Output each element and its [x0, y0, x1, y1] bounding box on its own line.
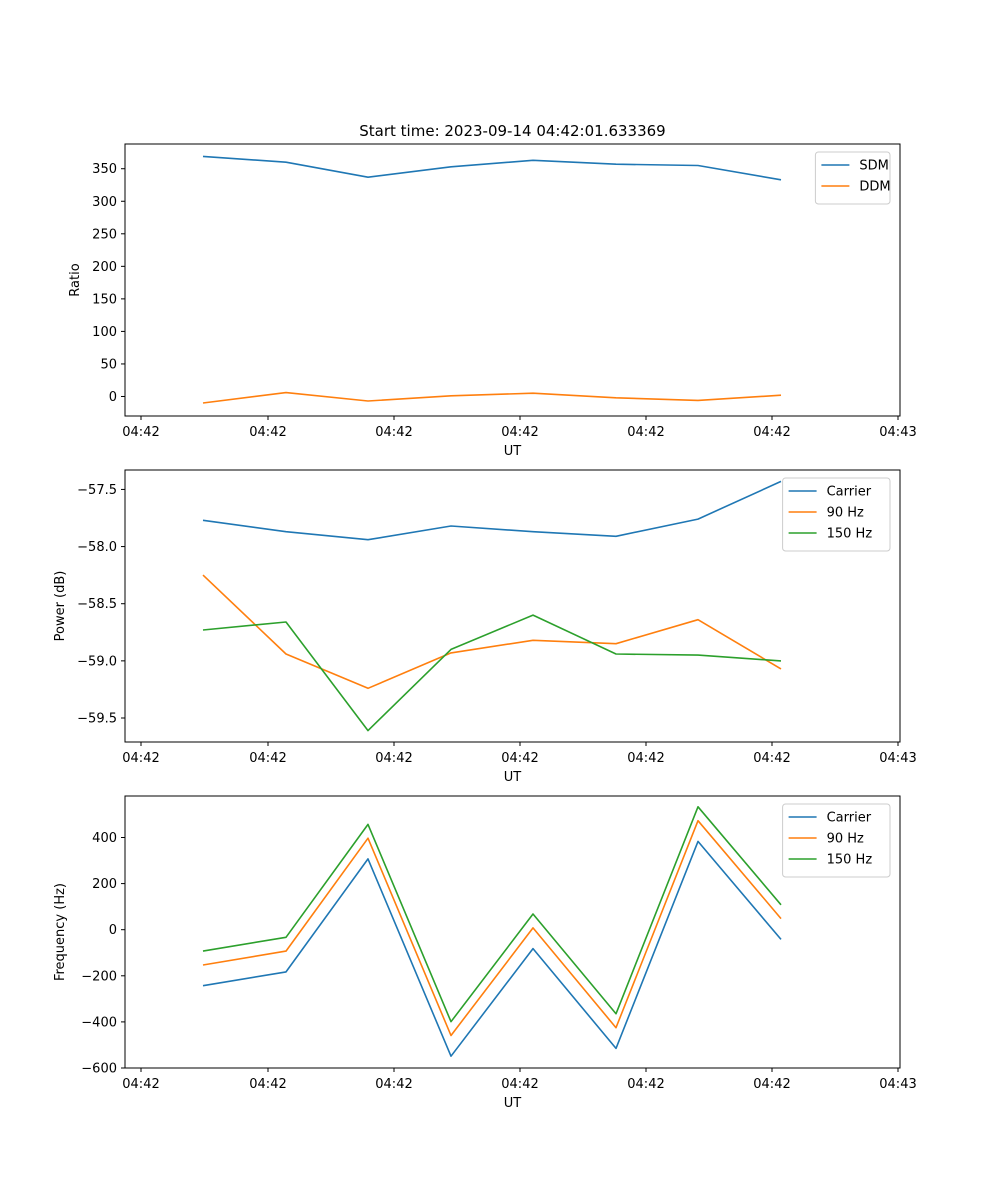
- x-tick-label: 04:42: [501, 425, 538, 440]
- legend-label: 90 Hz: [827, 832, 864, 847]
- y-tick-label: 150: [92, 292, 117, 307]
- x-axis-label: UT: [504, 444, 522, 459]
- x-tick-label: 04:42: [249, 751, 286, 766]
- series-line-carrier: [202, 480, 782, 541]
- series-line-90-hz: [202, 819, 782, 1037]
- y-tick-label: −200: [81, 969, 117, 984]
- y-tick-label: 0: [109, 923, 117, 938]
- y-tick-label: −600: [81, 1062, 117, 1077]
- y-tick-label: 350: [92, 162, 117, 177]
- x-tick-label: 04:43: [879, 751, 916, 766]
- axes-frame: [124, 795, 901, 1069]
- y-axis-label: Ratio: [68, 263, 83, 296]
- y-tick-label: 50: [100, 357, 117, 372]
- y-tick-label: 250: [92, 227, 117, 242]
- x-tick-label: 04:42: [501, 1077, 538, 1092]
- y-tick-label: −400: [81, 1015, 117, 1030]
- x-tick-label: 04:42: [122, 751, 159, 766]
- legend-label: SDM: [859, 159, 888, 174]
- x-tick-label: 04:42: [122, 425, 159, 440]
- series-line-90-hz: [202, 574, 782, 690]
- legend-label: Carrier: [827, 485, 872, 500]
- y-tick-label: 100: [92, 325, 117, 340]
- legend-label: DDM: [859, 180, 890, 195]
- x-tick-label: 04:42: [122, 1077, 159, 1092]
- y-tick-label: −59.5: [77, 712, 117, 727]
- x-tick-label: 04:42: [375, 425, 412, 440]
- y-tick-label: −59.0: [77, 654, 117, 669]
- legend-label: 150 Hz: [827, 853, 873, 868]
- x-axis-label: UT: [504, 770, 522, 785]
- x-tick-label: 04:42: [249, 1077, 286, 1092]
- y-tick-label: 0: [109, 390, 117, 405]
- y-tick-label: 200: [92, 877, 117, 892]
- series-line-150-hz: [202, 805, 782, 1023]
- x-tick-label: 04:42: [375, 1077, 412, 1092]
- x-tick-label: 04:42: [753, 1077, 790, 1092]
- legend-label: 90 Hz: [827, 506, 864, 521]
- legend-label: Carrier: [827, 811, 872, 826]
- axes-frame: [124, 143, 901, 417]
- x-tick-label: 04:42: [501, 751, 538, 766]
- series-line-sdm: [202, 155, 782, 181]
- x-tick-label: 04:42: [375, 751, 412, 766]
- y-tick-label: −58.0: [77, 540, 117, 555]
- x-tick-label: 04:42: [627, 751, 664, 766]
- legend: SDM DDM: [814, 151, 891, 205]
- legend: Carrier 90 Hz 150 Hz: [782, 477, 891, 552]
- y-tick-label: −57.5: [77, 483, 117, 498]
- y-axis-label: Frequency (Hz): [53, 883, 68, 981]
- x-tick-label: 04:42: [249, 425, 286, 440]
- subplot-1: 04:42 04:42 04:42 04:42 04:42 04:42 04:43 0 50 10…: [68, 143, 917, 459]
- subplot-2: 04:42 04:42 04:42 04:42 04:42 04:42 04:43 −59.5…: [53, 469, 917, 785]
- legend-label: 150 Hz: [827, 527, 873, 542]
- x-tick-label: 04:42: [753, 751, 790, 766]
- y-tick-label: 400: [92, 831, 117, 846]
- subplot-3: 04:42 04:42 04:42 04:42 04:42 04:42 04:43 −600 −…: [53, 795, 917, 1111]
- x-tick-label: 04:42: [627, 425, 664, 440]
- x-tick-label: 04:42: [627, 1077, 664, 1092]
- y-tick-label: 300: [92, 195, 117, 210]
- subplots: 04:42 04:42 04:42 04:42 04:42 04:42 04:43 0 50 10…: [53, 143, 917, 1111]
- x-tick-label: 04:42: [753, 425, 790, 440]
- x-tick-label: 04:43: [879, 1077, 916, 1092]
- series-line-ddm: [202, 391, 782, 404]
- chart-title: Start time: 2023-09-14 04:42:01.633369: [359, 122, 665, 140]
- x-tick-label: 04:43: [879, 425, 916, 440]
- y-axis-label: Power (dB): [53, 571, 68, 642]
- series-line-150-hz: [202, 614, 782, 732]
- y-tick-label: 200: [92, 260, 117, 275]
- axes-frame: [124, 469, 901, 743]
- y-tick-label: −58.5: [77, 597, 117, 612]
- series-line-carrier: [202, 840, 782, 1057]
- legend: Carrier 90 Hz 150 Hz: [782, 803, 891, 878]
- x-axis-label: UT: [504, 1096, 522, 1111]
